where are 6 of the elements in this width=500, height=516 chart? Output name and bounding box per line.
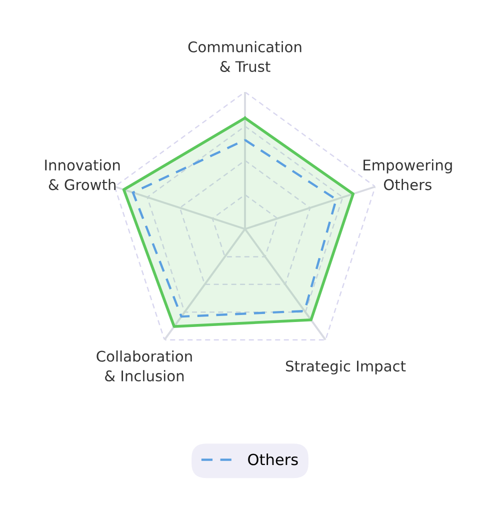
spoke-label: Strategic Impact — [286, 360, 406, 374]
legend-label: Others — [248, 453, 298, 466]
spoke-label: Communication & Trust — [188, 41, 302, 72]
spoke-label: Collaboration & Inclusion — [96, 350, 192, 382]
spoke-label: Empowering Others — [364, 159, 452, 190]
spoke-label: Innovation & Growth — [45, 159, 120, 190]
